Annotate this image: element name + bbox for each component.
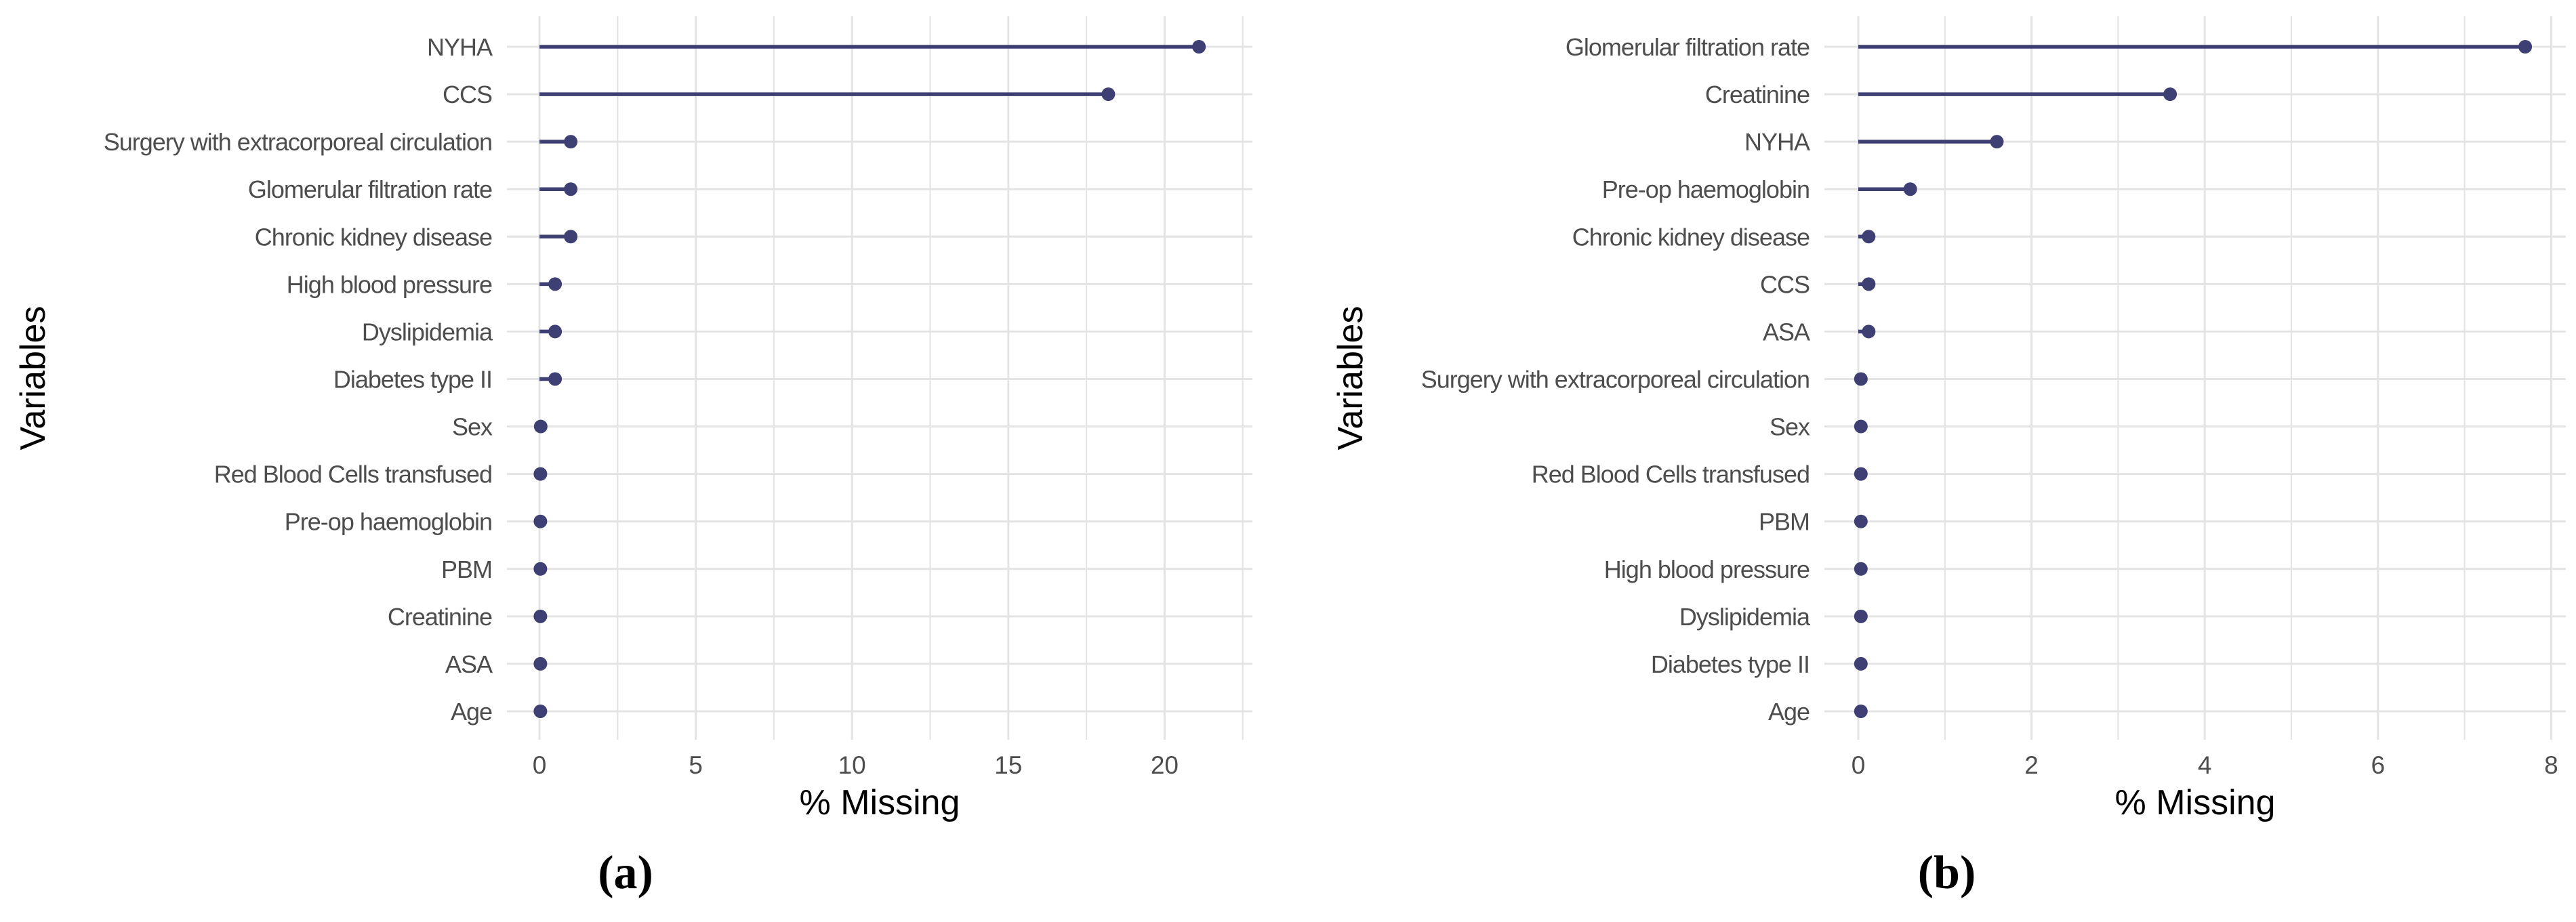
caption-b: (b) bbox=[1917, 847, 1976, 899]
lollipop-dot bbox=[548, 324, 563, 339]
lollipop-dot bbox=[1854, 704, 1868, 718]
category-label: High blood pressure bbox=[287, 270, 492, 298]
category-label: ASA bbox=[445, 650, 493, 678]
x-tick-label: 6 bbox=[2371, 751, 2386, 779]
category-label: Dyslipidemia bbox=[362, 318, 493, 345]
category-label: CCS bbox=[443, 81, 492, 108]
category-label: Dyslipidemia bbox=[1679, 603, 1811, 631]
caption-a: (a) bbox=[598, 847, 653, 899]
category-label: Age bbox=[1768, 698, 1810, 726]
lollipop-dot bbox=[1192, 40, 1206, 54]
category-label: Surgery with extracorporeal circulation bbox=[104, 128, 492, 156]
category-label: Diabetes type II bbox=[333, 365, 492, 393]
lollipop-dot bbox=[1862, 277, 1876, 291]
x-tick-label: 4 bbox=[2198, 751, 2212, 779]
lollipop-dot bbox=[1854, 609, 1868, 623]
category-label: Pre-op haemoglobin bbox=[1602, 175, 1810, 203]
lollipop-dot bbox=[2518, 40, 2533, 54]
x-tick-label: 0 bbox=[533, 751, 547, 779]
x-axis-title: % Missing bbox=[2115, 783, 2276, 822]
category-label: NYHA bbox=[427, 33, 493, 61]
lollipop-dot bbox=[1862, 324, 1876, 339]
category-label: Glomerular filtration rate bbox=[248, 175, 492, 203]
lollipop-dot bbox=[1862, 230, 1876, 244]
lollipop-dot bbox=[1854, 372, 1868, 386]
y-axis-title: Variables bbox=[1331, 306, 1370, 450]
category-label: Red Blood Cells transfused bbox=[1532, 461, 1810, 488]
lollipop-dot bbox=[1854, 562, 1868, 576]
subfigure-a: NYHA CCS Surgery with extracorporeal circu… bbox=[14, 16, 1252, 899]
category-label: Sex bbox=[1770, 413, 1810, 441]
lollipop-dot bbox=[1854, 467, 1868, 481]
lollipop-dot bbox=[533, 609, 548, 623]
category-label: PBM bbox=[1759, 508, 1810, 536]
x-tick-label: 10 bbox=[838, 751, 866, 779]
x-tick-label: 20 bbox=[1151, 751, 1179, 779]
lollipop-dot bbox=[533, 419, 548, 434]
category-label: High blood pressure bbox=[1604, 556, 1810, 583]
category-label: Chronic kidney disease bbox=[1572, 223, 1810, 251]
category-label: Sex bbox=[452, 413, 493, 441]
lollipop-dot bbox=[1101, 87, 1116, 102]
lollipop-dot bbox=[1990, 135, 2004, 149]
lollipop-dot bbox=[564, 135, 578, 149]
x-axis-title: % Missing bbox=[800, 783, 960, 822]
category-label: Diabetes type II bbox=[1651, 650, 1810, 678]
category-label: Pre-op haemoglobin bbox=[285, 508, 492, 536]
x-tick-label: 15 bbox=[994, 751, 1022, 779]
lollipop-dot bbox=[1854, 656, 1868, 671]
category-label: NYHA bbox=[1744, 128, 1810, 156]
category-label: Surgery with extracorporeal circulation bbox=[1421, 365, 1810, 393]
category-label: CCS bbox=[1760, 270, 1810, 298]
category-label: ASA bbox=[1763, 318, 1810, 345]
category-label: Creatinine bbox=[1705, 81, 1810, 108]
lollipop-dot bbox=[1854, 514, 1868, 528]
chart-b-lollipop: Glomerular filtration rate Creatinine NYHA… bbox=[1331, 16, 2566, 822]
subfigure-b: Glomerular filtration rate Creatinine NYHA… bbox=[1288, 0, 2576, 922]
lollipop-dot bbox=[548, 277, 563, 291]
lollipop-dot bbox=[533, 562, 548, 576]
x-tick-label: 2 bbox=[2024, 751, 2039, 779]
lollipop-dot bbox=[2163, 87, 2178, 102]
category-label: Age bbox=[451, 698, 492, 726]
category-label: Red Blood Cells transfused bbox=[214, 461, 492, 488]
lollipop-dot bbox=[533, 514, 548, 528]
x-tick-label: 0 bbox=[1852, 751, 1866, 779]
x-tick-label: 8 bbox=[2544, 751, 2558, 779]
lollipop-dot bbox=[533, 467, 548, 481]
y-axis-title: Variables bbox=[14, 306, 53, 450]
lollipop-dot bbox=[564, 230, 578, 244]
lollipop-dot bbox=[1854, 419, 1868, 434]
lollipop-dot bbox=[548, 372, 563, 386]
category-label: Creatinine bbox=[388, 603, 492, 631]
lollipop-dot bbox=[1903, 182, 1917, 196]
chart-a-lollipop: NYHA CCS Surgery with extracorporeal circu… bbox=[14, 16, 1252, 822]
category-label: PBM bbox=[441, 556, 492, 583]
lollipop-dot bbox=[533, 704, 548, 718]
lollipop-dot bbox=[564, 182, 578, 196]
lollipop-dot bbox=[533, 656, 548, 671]
x-tick-label: 5 bbox=[689, 751, 703, 779]
category-label: Glomerular filtration rate bbox=[1566, 33, 1810, 61]
category-label: Chronic kidney disease bbox=[255, 223, 492, 251]
